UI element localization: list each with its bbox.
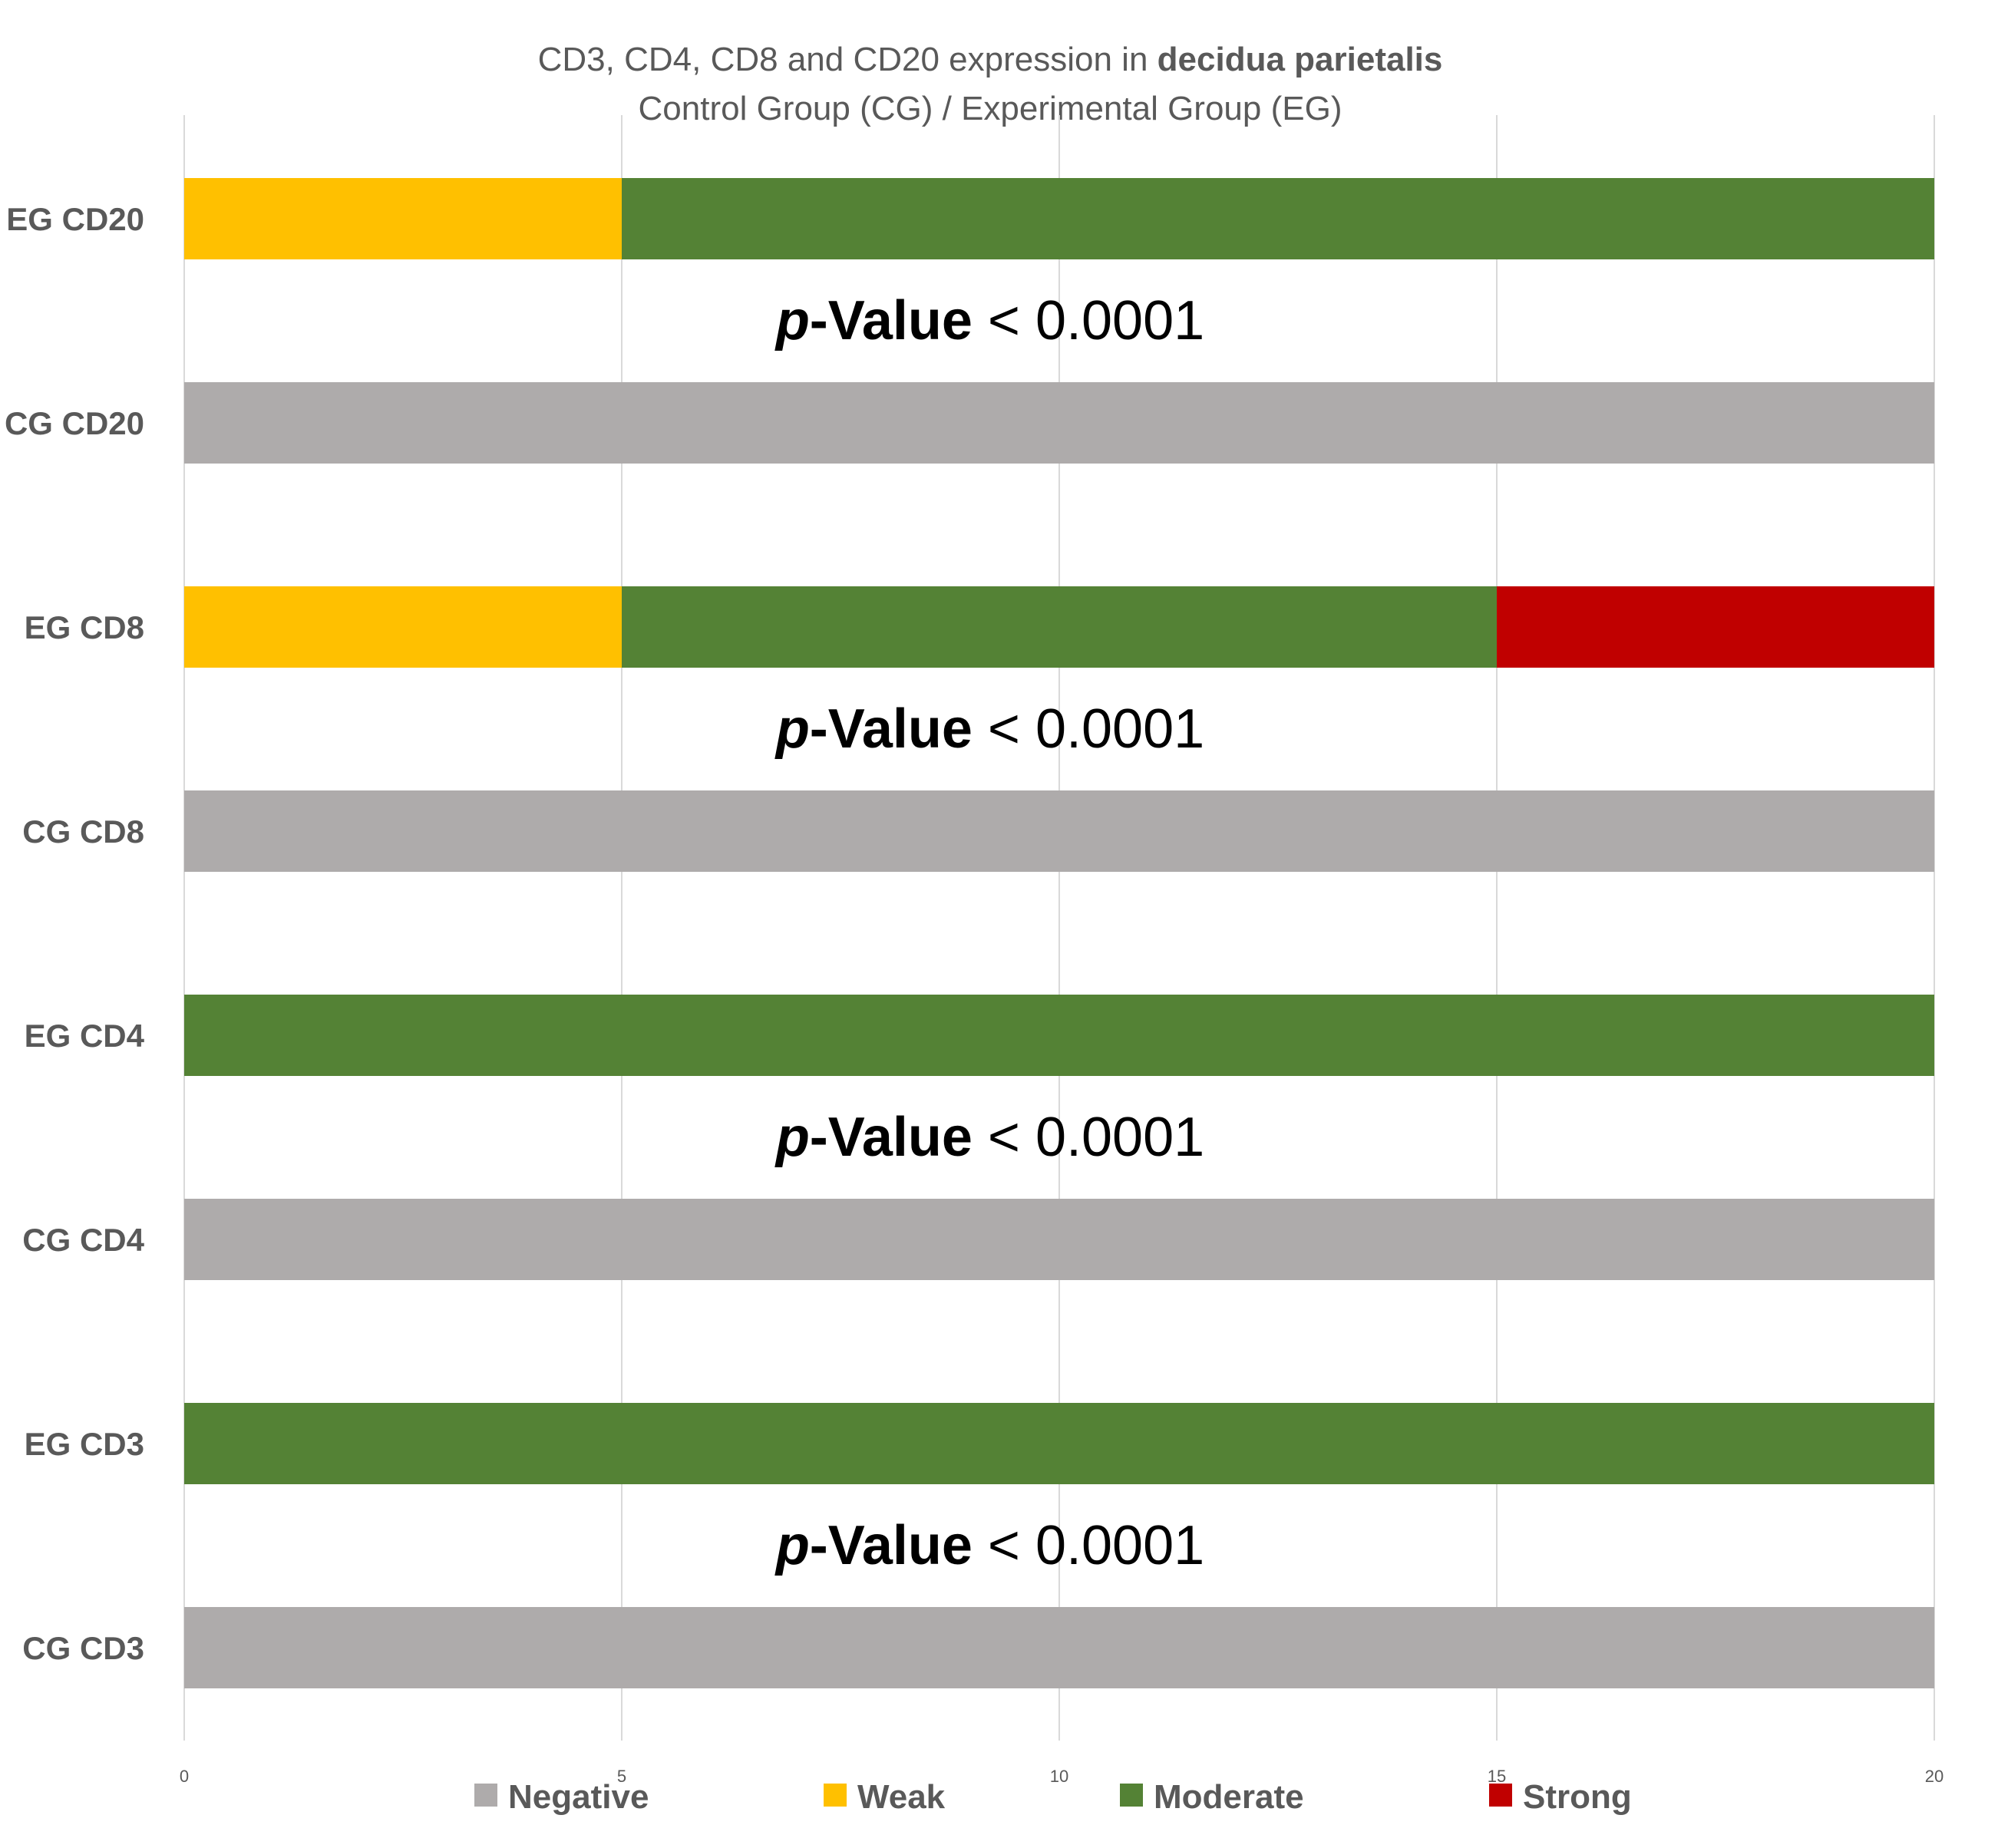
tick-label: 10	[1050, 1767, 1068, 1786]
chart-title: CD3, CD4, CD8 and CD20 expression in dec…	[538, 41, 1443, 127]
bar-segment-eg-cd8-moderate	[622, 586, 1497, 668]
chart-title-line1-bold: decidua parietalis	[1158, 41, 1443, 78]
category-label: EG CD3	[25, 1426, 144, 1462]
svg-text:CD3, CD4, CD8 and CD20 express: CD3, CD4, CD8 and CD20 expression in dec…	[538, 41, 1443, 78]
bar-segment-cg-cd20-negative	[184, 382, 1934, 464]
legend-swatch	[474, 1784, 497, 1807]
category-label: EG CD20	[6, 201, 144, 237]
tick-label: 20	[1925, 1767, 1944, 1786]
legend-label: Strong	[1523, 1778, 1632, 1816]
bar-segment-eg-cd3-moderate	[184, 1403, 1934, 1484]
legend-item-negative: Negative	[474, 1778, 649, 1816]
category-label: EG CD4	[25, 1018, 145, 1054]
category-label: CG CD3	[22, 1630, 144, 1666]
p-value-threshold: < 0.0001	[973, 698, 1204, 760]
category-label: EG CD8	[25, 609, 144, 645]
bar-segment-cg-cd8-negative	[184, 790, 1934, 872]
gridlines	[183, 115, 1935, 1741]
tick-label: 5	[617, 1767, 626, 1786]
chart-title-line2: Control Group (CG) / Experimental Group …	[639, 90, 1342, 127]
legend-label: Weak	[857, 1778, 946, 1816]
bar-segment-eg-cd20-moderate	[622, 178, 1934, 259]
legend-item-weak: Weak	[824, 1778, 946, 1816]
tick-label: 0	[180, 1767, 189, 1786]
legend-swatch	[1489, 1784, 1512, 1807]
legend-item-strong: Strong	[1489, 1778, 1632, 1816]
bar-segment-eg-cd4-moderate	[184, 995, 1934, 1076]
bar-segment-eg-cd20-weak	[184, 178, 622, 259]
category-label: CG CD4	[22, 1222, 144, 1258]
legend-label: Negative	[508, 1778, 649, 1816]
p-value-annotation: p-Value < 0.0001	[774, 290, 1204, 351]
bar-segment-cg-cd4-negative	[184, 1199, 1934, 1280]
chart-title-line1: CD3, CD4, CD8 and CD20 expression in	[538, 41, 1158, 78]
bar-segment-eg-cd8-strong	[1497, 586, 1934, 668]
p-value-threshold: < 0.0001	[973, 290, 1204, 351]
p-value-symbol: p	[774, 290, 810, 351]
p-value-annotation: p-Value < 0.0001	[774, 698, 1204, 760]
p-value-annotation: p-Value < 0.0001	[774, 1107, 1204, 1168]
legend-swatch	[1120, 1784, 1143, 1807]
legend-label: Moderate	[1154, 1778, 1304, 1816]
p-value-annotation: p-Value < 0.0001	[774, 1515, 1204, 1576]
p-value-symbol: p	[774, 1107, 810, 1168]
legend: Negative Weak Moderate Strong	[474, 1778, 1632, 1816]
category-label: CG CD20	[5, 405, 144, 441]
bars	[184, 178, 1934, 1688]
category-axis-labels: EG CD20 CG CD20 EG CD8 CG CD8 EG CD4 CG CD4 EG…	[5, 201, 145, 1666]
p-value-label: -Value	[810, 698, 973, 760]
legend-swatch	[824, 1784, 847, 1807]
category-label: CG CD8	[22, 813, 144, 850]
legend-item-moderate: Moderate	[1120, 1778, 1304, 1816]
p-value-threshold: < 0.0001	[973, 1107, 1204, 1168]
bar-segment-cg-cd3-negative	[184, 1607, 1934, 1688]
p-value-label: -Value	[810, 1107, 973, 1168]
p-value-label: -Value	[810, 290, 973, 351]
p-value-symbol: p	[774, 1515, 810, 1576]
p-value-label: -Value	[810, 1515, 973, 1576]
bar-segment-eg-cd8-weak	[184, 586, 622, 668]
p-value-symbol: p	[774, 698, 810, 760]
value-axis-tick-labels: 0 5 10 15 20	[180, 1767, 1944, 1786]
p-value-threshold: < 0.0001	[973, 1515, 1204, 1576]
tick-label: 15	[1488, 1767, 1506, 1786]
